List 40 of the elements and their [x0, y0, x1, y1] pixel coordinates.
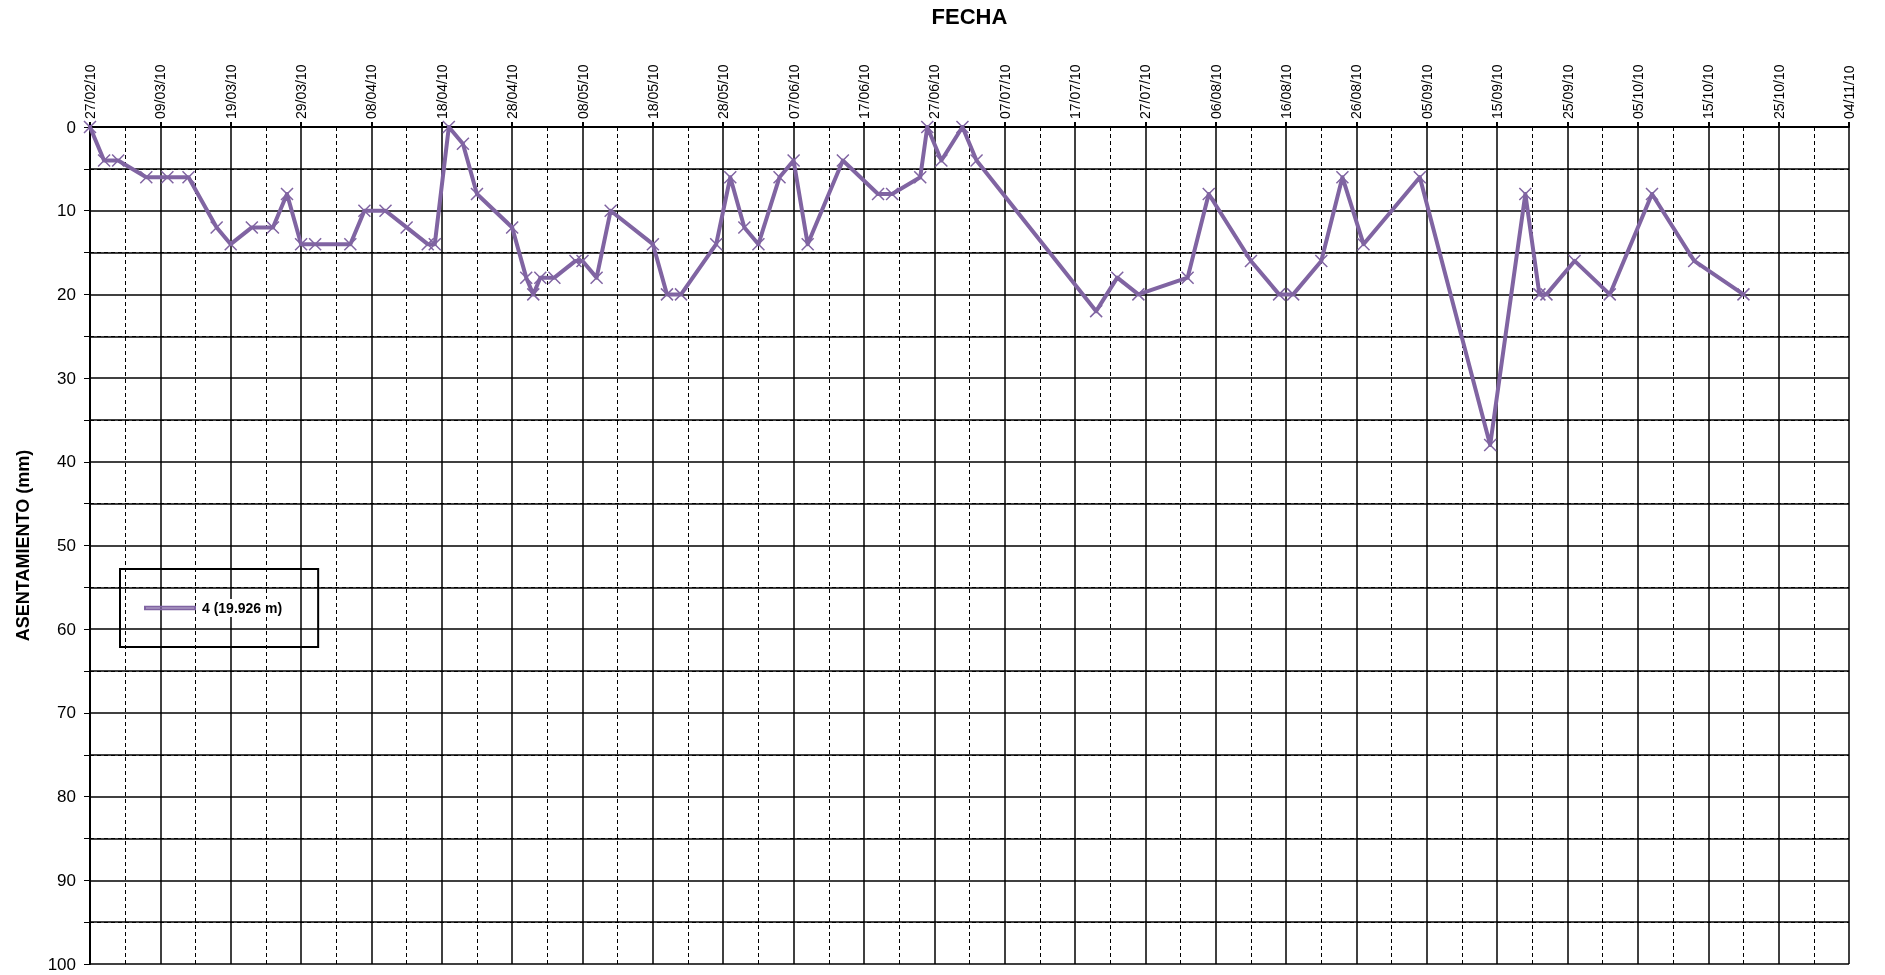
x-axis-title: FECHA — [931, 3, 1008, 29]
x-tick-label: 07/06/10 — [785, 64, 802, 119]
y-axis-title: ASENTAMIENTO (mm) — [13, 449, 33, 642]
x-tick-label: 25/10/10 — [1770, 64, 1787, 119]
y-tick-label: 60 — [57, 619, 76, 639]
x-tick-label: 07/07/10 — [996, 64, 1013, 119]
x-tick-label: 08/04/10 — [363, 64, 380, 119]
x-tick-label: 17/06/10 — [855, 64, 872, 119]
y-tick-label: 20 — [57, 284, 76, 304]
y-tick-label: 80 — [57, 787, 76, 807]
y-tick-label: 70 — [57, 703, 76, 723]
x-tick-label: 16/08/10 — [1278, 64, 1295, 119]
x-tick-label: 27/02/10 — [82, 64, 98, 119]
x-tick-label: 18/05/10 — [644, 64, 661, 119]
x-tick-label: 27/06/10 — [926, 64, 943, 119]
x-tick-label: 04/11/10 — [1841, 65, 1857, 119]
x-tick-label: 27/07/10 — [1137, 64, 1154, 119]
x-tick-label: 05/10/10 — [1629, 64, 1646, 119]
y-tick-label: 90 — [57, 870, 76, 890]
y-tick-label: 100 — [47, 954, 76, 974]
legend-label: 4 (19.926 m) — [202, 600, 283, 616]
x-tick-label: 15/10/10 — [1700, 64, 1717, 119]
y-tick-label: 40 — [57, 452, 76, 472]
y-tick-label: 0 — [66, 117, 76, 137]
x-tick-label: 06/08/10 — [1207, 64, 1224, 119]
x-tick-label: 19/03/10 — [222, 64, 239, 119]
y-tick-label: 30 — [57, 368, 76, 388]
x-tick-label: 15/09/10 — [1489, 64, 1506, 119]
x-tick-label: 28/04/10 — [504, 64, 521, 119]
y-tick-label: 10 — [57, 201, 76, 221]
x-tick-label: 29/03/10 — [293, 64, 310, 119]
x-tick-label: 05/09/10 — [1418, 64, 1435, 119]
x-tick-label: 18/04/10 — [433, 64, 450, 119]
y-tick-label: 50 — [57, 536, 76, 555]
x-tick-label: 28/05/10 — [715, 64, 732, 119]
x-tick-label: 25/09/10 — [1559, 64, 1576, 119]
x-tick-label: 09/03/10 — [152, 64, 169, 119]
x-tick-label: 26/08/10 — [1348, 64, 1365, 119]
x-tick-label: 17/07/10 — [1067, 64, 1084, 119]
x-tick-label: 08/05/10 — [574, 64, 591, 119]
